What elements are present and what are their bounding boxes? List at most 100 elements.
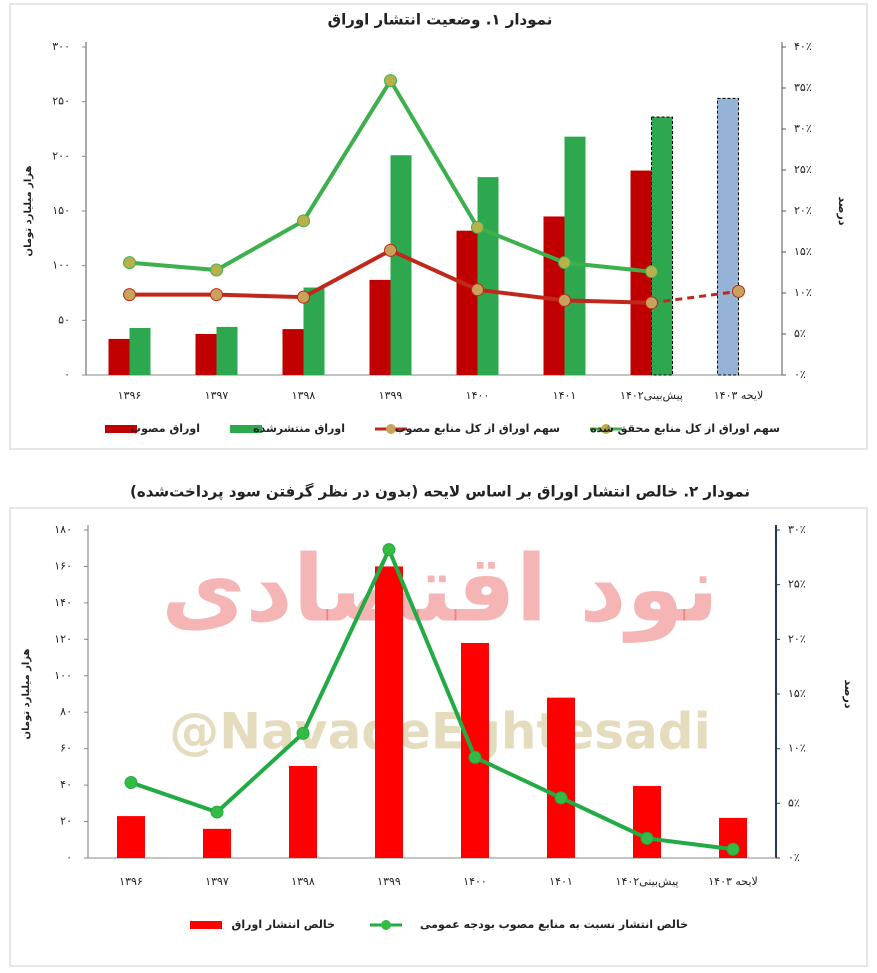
line-marker [210,288,223,302]
legend-swatch [105,425,137,433]
bar [564,136,586,375]
bar [195,334,217,375]
x-tick-label: پیش‌بینی۱۴۰۲ [616,875,679,888]
line-marker [382,543,396,557]
x-tick-label: ۱۴۰۰ [463,875,487,888]
legend-swatch-marker [386,424,396,434]
y2-tick-label: ۴۰٪ [794,40,812,53]
watermark-name: نود اقتصادی [161,535,719,643]
bar [282,329,304,375]
y2-tick-label: ۲۰٪ [788,632,806,645]
y2-tick-label: ۲۵٪ [788,578,806,591]
x-tick-label: پیش‌بینی۱۴۰۲ [620,389,683,402]
y-axis-title: هزار میلیارد تومان [21,648,32,739]
x-tick-label: ۱۳۹۹ [379,389,403,402]
chart-title: نمودار ۲. خالص انتشار اوراق بر اساس لایح… [130,483,750,502]
line-marker [645,265,658,279]
legend-label: اوراق مصوب [130,422,200,435]
y2-tick-label: ۳۰٪ [788,523,806,536]
y-tick-label: ۱۵۰ [52,204,70,217]
chart-title: نمودار ۱. وضعیت انتشار اوراق [328,11,553,29]
legend-swatch-marker [601,424,611,434]
line-marker [468,750,482,764]
y2-tick-label: ۱۰٪ [794,286,812,299]
legend-label: سهم اوراق از کل منابع محقق شده [590,422,780,435]
bar [390,155,412,375]
x-tick-label: ۱۴۰۱ [549,875,573,888]
y2-tick-label: ۱۵٪ [788,687,806,700]
y-tick-label: ۱۴۰ [54,596,72,609]
x-tick-label: لایحه ۱۴۰۳ [714,389,763,402]
y2-axis-title: درصد [836,197,849,226]
y-tick-label: ۱۶۰ [54,559,72,572]
bar [547,697,575,858]
bar [117,816,145,858]
bar [108,338,130,375]
bar [289,765,317,858]
legend-swatch [190,921,222,929]
line-marker [384,74,397,88]
y-tick-label: ۰ [66,851,72,864]
line-marker [384,243,397,257]
chart-frame [9,3,868,450]
x-tick-label: ۱۳۹۸ [291,875,315,888]
y-tick-label: ۵۰ [58,313,70,326]
y-tick-label: ۱۲۰ [54,632,72,645]
bar [456,230,478,375]
bar [630,170,652,375]
x-tick-label: ۱۳۹۹ [377,875,401,888]
bar [375,566,403,858]
x-tick-label: ۱۳۹۶ [118,389,142,402]
y-tick-label: ۰ [64,368,70,381]
line-marker [471,220,484,234]
y-tick-label: ۴۰ [60,778,72,791]
legend-swatch [230,425,262,433]
bar [633,786,661,858]
bar [461,642,489,858]
legend-label: خالص انتشار نسبت به منابع مصوب بودجه عمو… [420,918,688,931]
legend-label: سهم اوراق از کل منابع مصوب [395,422,560,435]
y2-tick-label: ۲۰٪ [794,204,812,217]
bar [717,97,739,376]
x-tick-label: ۱۴۰۱ [553,389,577,402]
y-tick-label: ۶۰ [60,742,72,755]
line-marker [210,805,224,819]
y2-tick-label: ۳۰٪ [794,122,812,135]
line-dashed-segment [651,289,739,305]
bar [477,177,499,375]
x-tick-label: ۱۳۹۶ [119,875,143,888]
y2-axis-title: درصد [842,680,855,709]
legend-label: خالص انتشار اوراق [232,918,335,931]
line-marker [645,296,658,310]
line-marker [123,288,136,302]
bar [216,326,238,375]
x-tick-label: ۱۳۹۸ [292,389,316,402]
y-tick-label: ۱۸۰ [54,523,72,536]
x-tick-label: ۱۳۹۷ [205,875,229,888]
line-marker [554,791,568,805]
x-tick-label: لایحه ۱۴۰۳ [708,875,757,888]
line-marker [558,256,571,270]
y-tick-label: ۱۰۰ [52,259,70,272]
watermark-handle: @NavadeEghtesadi [169,703,710,761]
y-tick-label: ۳۰۰ [52,40,70,53]
line-marker [210,263,223,277]
y2-tick-label: ۱۰٪ [788,742,806,755]
line-marker [640,831,654,845]
y2-tick-label: ۰٪ [788,851,800,864]
x-tick-label: ۱۴۰۰ [466,389,490,402]
bar [303,287,325,375]
line-marker [296,726,310,740]
y-tick-label: ۸۰ [60,705,72,718]
y-axis-title: هزار میلیارد تومان [23,165,34,256]
legend-label: اوراق منتشرشده [253,422,345,435]
line-marker [124,776,138,790]
bar [369,279,391,375]
bar [651,116,673,376]
line-marker [297,290,310,304]
y2-tick-label: ۰٪ [794,368,806,381]
y-tick-label: ۲۵۰ [52,95,70,108]
line-marker [123,256,136,270]
